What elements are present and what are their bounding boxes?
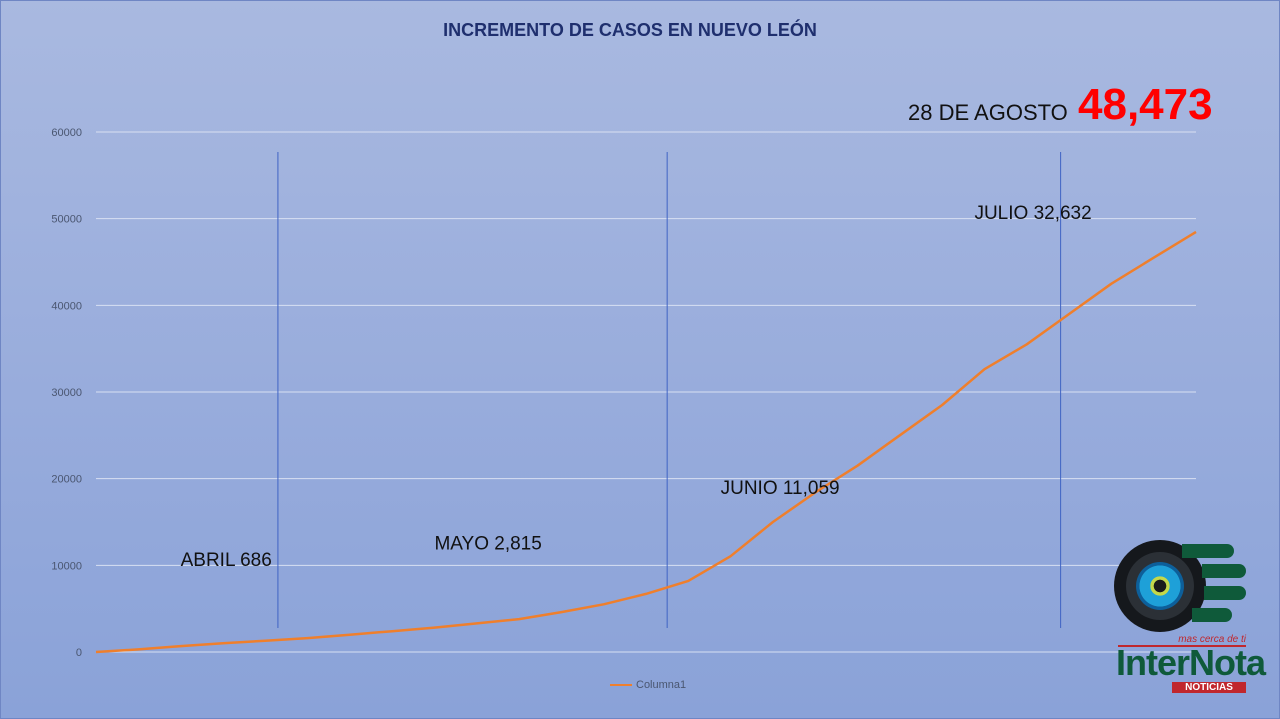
logo-sub: NOTICIAS [1172, 682, 1246, 693]
annotation-label: JULIO 32,632 [974, 203, 1091, 224]
logo-bar [1182, 544, 1234, 558]
logo-tagline: mas cerca de ti [1118, 634, 1246, 647]
legend: Columna1 [610, 679, 686, 691]
legend-entry-columna1: Columna1 [636, 679, 687, 691]
final-value-label: 48,473 [1078, 80, 1213, 129]
legend-swatch [610, 684, 632, 686]
annotation-label: MAYO 2,815 [434, 534, 541, 555]
y-tick-label: 10000 [51, 560, 82, 572]
annotation-label: ABRIL 686 [181, 550, 272, 571]
y-tick-label: 60000 [51, 127, 82, 139]
y-tick-label: 40000 [51, 300, 82, 312]
y-tick-label: 20000 [51, 474, 82, 486]
y-tick-label: 50000 [51, 214, 82, 226]
internota-logo: mas cerca de ti InterNota NOTICIAS [1112, 538, 1266, 698]
y-tick-label: 30000 [51, 387, 82, 399]
month-dividers [277, 152, 1062, 628]
series-line [95, 230, 1197, 654]
y-tick-label: 0 [76, 647, 82, 659]
annotation-label: JUNIO 11,059 [721, 478, 840, 499]
grid-lines [96, 131, 1196, 653]
annotations: ABRIL 686 MAYO 2,815 JUNIO 11,059 JULIO 32,… [181, 203, 1092, 571]
logo-bar [1192, 608, 1232, 622]
series-lines [95, 230, 1197, 654]
chart-title: INCREMENTO DE CASOS EN NUEVO LEÓN [443, 20, 817, 40]
lens-aperture [1136, 562, 1184, 610]
y-axis-tick-labels: 0 10000 20000 30000 40000 50000 60000 [51, 127, 82, 659]
logo-bar [1202, 564, 1246, 578]
logo-brand: InterNota [1116, 642, 1266, 683]
logo-bar [1204, 586, 1246, 600]
final-date-label: 28 DE AGOSTO [908, 100, 1068, 125]
